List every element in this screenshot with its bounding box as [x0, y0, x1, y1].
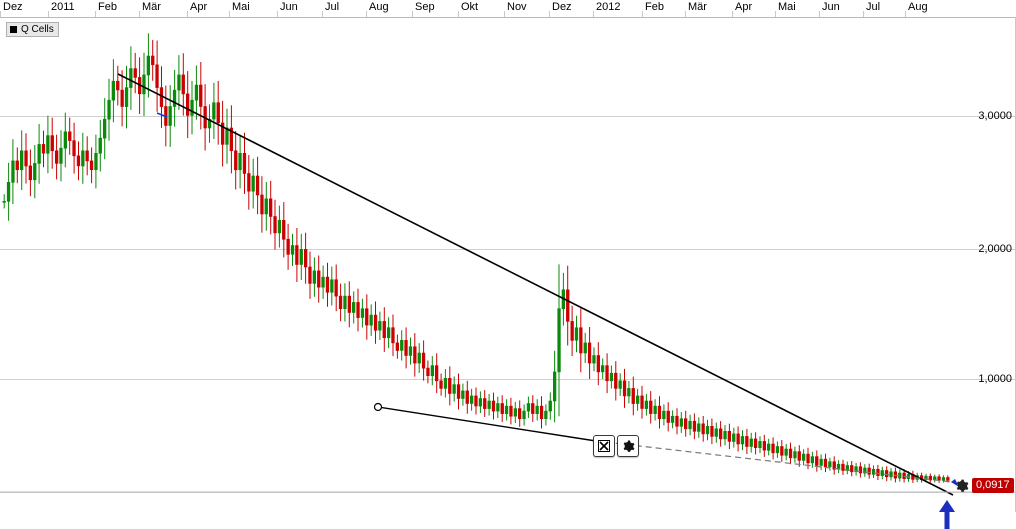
x-tick-4: Apr [190, 1, 208, 13]
gridline-3 [0, 116, 1016, 117]
x-tick-19: Jul [866, 1, 881, 13]
x-tick-18: Jun [822, 1, 840, 13]
pointer-arrow-icon [939, 500, 955, 529]
x-tick-8: Aug [369, 1, 389, 13]
y-tick-2: 2,0000 [978, 243, 1012, 255]
x-tick-1: 2011 [51, 1, 75, 13]
y-tick-3: 3,0000 [978, 110, 1012, 122]
x-tick-6: Jun [280, 1, 298, 13]
x-tick-12: Dez [552, 1, 572, 13]
delete-drawing-button[interactable] [593, 435, 615, 457]
x-tick-3: Mär [142, 1, 161, 13]
gear-icon [623, 440, 634, 452]
legend-swatch-icon [10, 26, 17, 33]
last-price-marker [951, 479, 959, 487]
x-axis: Dez 2011 Feb Mär Apr Mai Jun Jul Aug Sep… [0, 0, 1016, 18]
drawing-settings-button[interactable] [617, 435, 639, 457]
chart-legend[interactable]: Q Cells [6, 22, 59, 37]
plot-area[interactable]: 3,0000 2,0000 1,0000 [0, 17, 1016, 529]
price-settings-icon[interactable] [955, 479, 969, 493]
price-series [0, 33, 1016, 496]
gear-icon [956, 479, 969, 492]
x-tick-17: Mai [778, 1, 796, 13]
y-tick-1: 1,0000 [978, 373, 1012, 385]
x-tick-15: Mär [688, 1, 707, 13]
last-price-tag: 0,0917 [972, 478, 1014, 493]
x-tick-11: Nov [507, 1, 527, 13]
x-tick-9: Sep [415, 1, 435, 13]
gridline-1 [0, 379, 1016, 380]
close-icon [598, 440, 610, 452]
trendline-handle[interactable] [373, 402, 383, 412]
upper-trendline [117, 73, 954, 496]
lower-trendline [377, 406, 597, 442]
x-tick-16: Apr [735, 1, 753, 13]
legend-label: Q Cells [21, 24, 54, 35]
x-tick-0: Dez [3, 1, 23, 13]
gridline-2 [0, 249, 1016, 250]
x-tick-14: Feb [645, 1, 664, 13]
early-marker [156, 112, 168, 118]
x-tick-13: 2012 [596, 1, 621, 13]
x-tick-5: Mai [232, 1, 250, 13]
x-tick-20: Aug [908, 1, 928, 13]
x-tick-2: Feb [98, 1, 117, 13]
x-tick-10: Okt [461, 1, 479, 13]
x-tick-7: Jul [325, 1, 340, 13]
